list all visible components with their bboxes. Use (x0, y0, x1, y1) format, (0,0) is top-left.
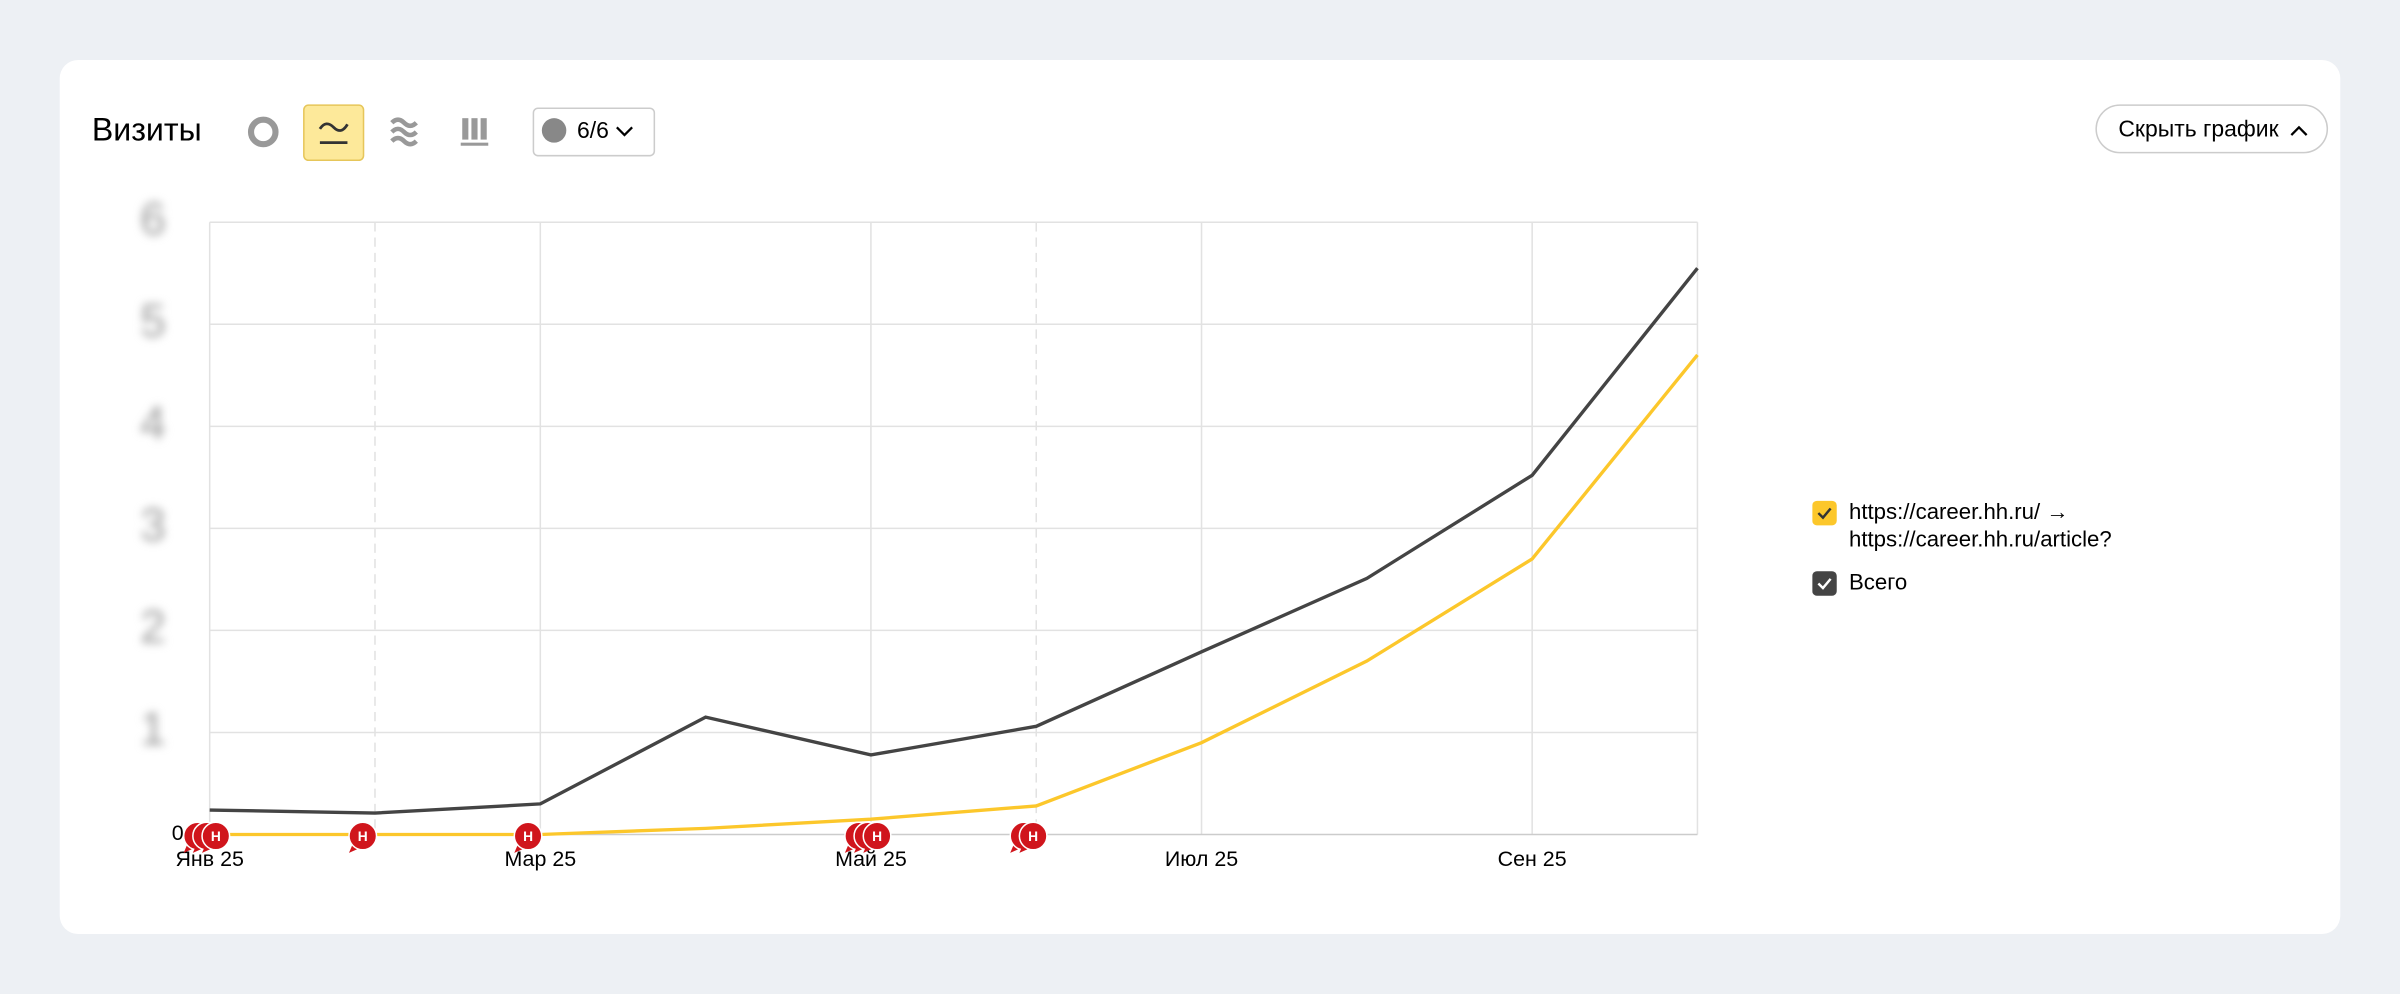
legend-label: Всего (1848, 571, 1908, 596)
y-tick-label: 3 (140, 499, 166, 551)
legend-item[interactable]: Всего (1812, 570, 2164, 598)
marker-label: Н (523, 829, 533, 844)
comment-marker[interactable]: Н (862, 821, 892, 853)
marker-label: Н (1028, 829, 1038, 844)
y-tick-label: 1 (140, 703, 166, 755)
comment-marker[interactable]: Н (201, 821, 231, 853)
pie-icon[interactable] (247, 116, 279, 148)
series-line (209, 353, 1699, 837)
marker-circle (1018, 821, 1048, 851)
x-tick-label: Июл 25 (1165, 847, 1238, 871)
legend: https://career.hh.ru/ → https://career.h… (1812, 499, 2164, 597)
marker-circle (862, 821, 892, 851)
hide-chart-label: Скрыть график (2118, 115, 2279, 141)
marker-label: Н (872, 829, 882, 844)
y-tick-label: 4 (140, 396, 166, 448)
legend-item[interactable]: https://career.hh.ru/ → https://career.h… (1812, 499, 2164, 554)
marker-label: Н (211, 829, 221, 844)
y-tick-label: 0 (172, 821, 184, 845)
legend-checkbox[interactable] (1812, 571, 1837, 596)
hide-chart-button[interactable]: Скрыть график (2095, 104, 2329, 154)
legend-checkbox[interactable] (1812, 500, 1837, 526)
bars-icon[interactable] (460, 118, 489, 146)
comments-dropdown[interactable]: 6/6 (532, 107, 656, 157)
series-line (209, 267, 1699, 815)
y-tick-label: 2 (140, 601, 166, 653)
comment-marker[interactable]: Н (1018, 821, 1048, 853)
marker-label: Н (358, 829, 368, 844)
legend-label: https://career.hh.ru/ → https://career.h… (1848, 500, 2112, 553)
y-tick-label: 5 (140, 294, 166, 346)
marker-circle (348, 821, 378, 851)
marker-circle (513, 821, 543, 851)
title: Визиты (92, 111, 202, 147)
legend-box: https://career.hh.ru/ → https://career.h… (1812, 499, 2164, 597)
line-icon[interactable] (303, 104, 365, 162)
x-tick-label: Сен 25 (1498, 847, 1567, 871)
y-tick-label: 6 (140, 192, 166, 244)
comment-marker[interactable]: Н (513, 821, 543, 853)
area-icon[interactable] (390, 117, 418, 147)
comment-marker[interactable]: Н (348, 821, 378, 853)
card (59, 60, 2341, 934)
marker-circle (201, 821, 231, 851)
comments-count: 6/6 (577, 117, 609, 143)
